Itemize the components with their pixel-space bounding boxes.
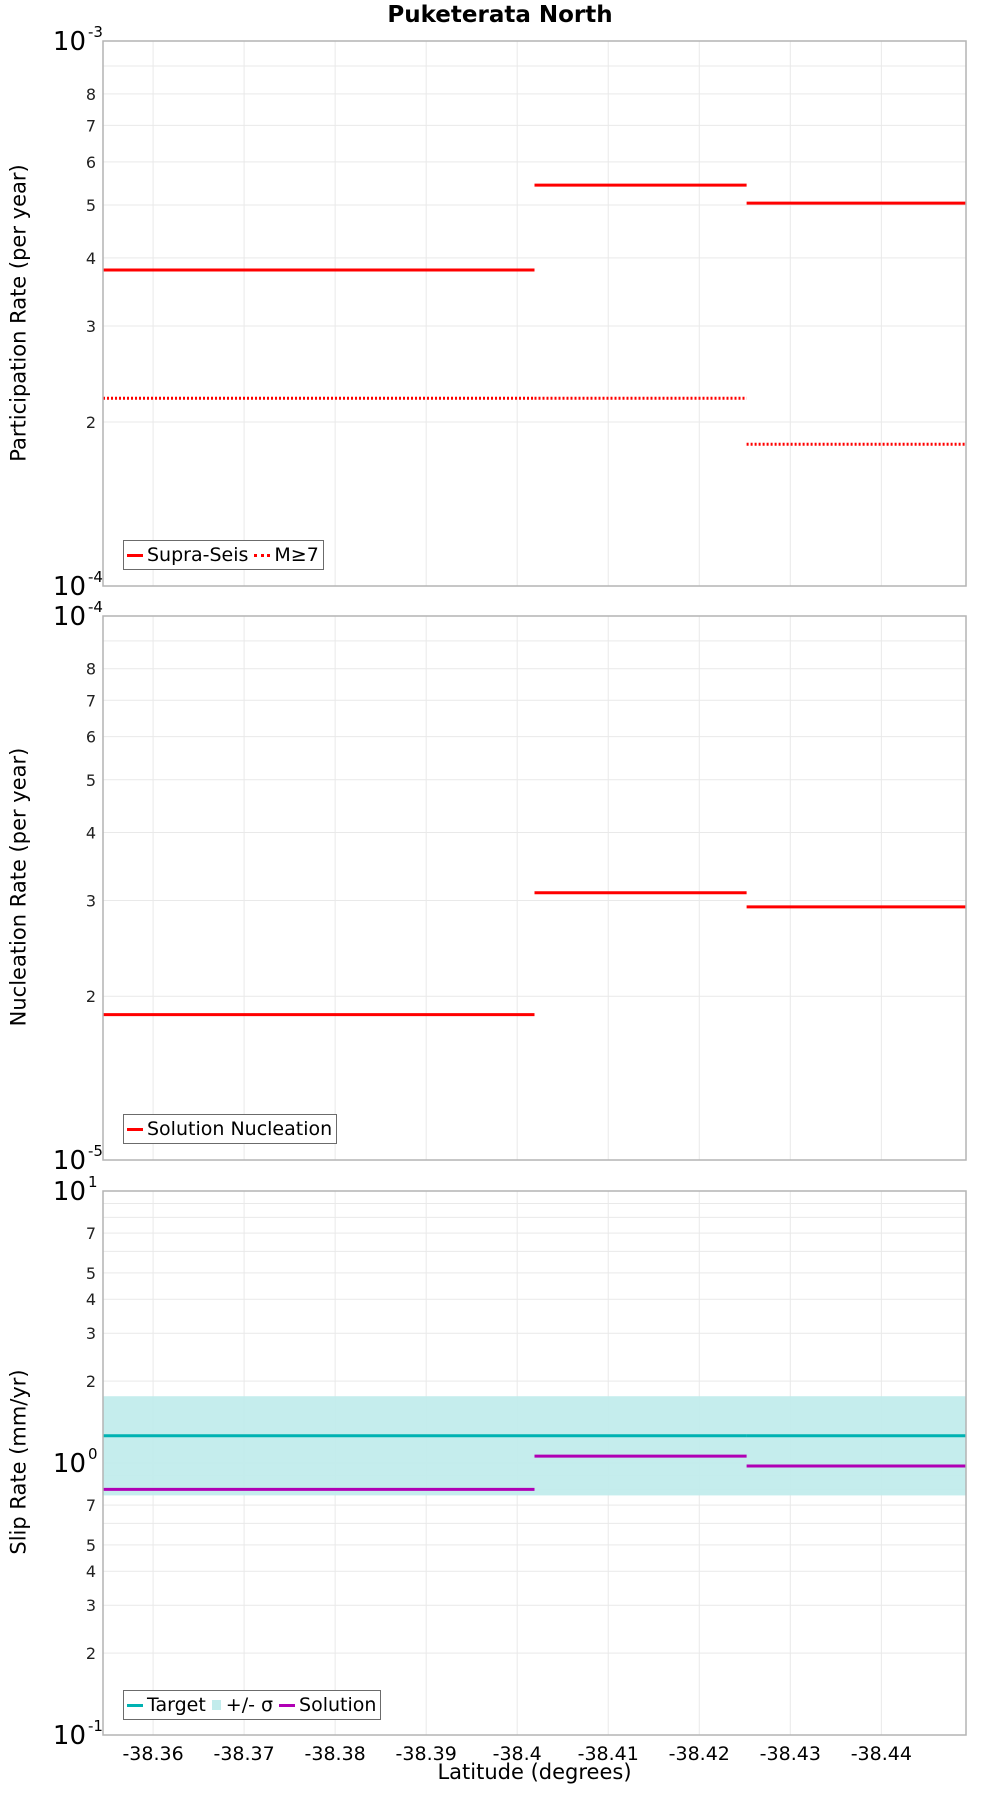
plot-frame <box>102 40 967 587</box>
plot-frame <box>102 1190 967 1736</box>
y-tick-label-minor: 7 <box>86 1224 96 1243</box>
legend-label: Supra-Seis <box>147 544 249 566</box>
y-tick-label-minor: 2 <box>86 987 96 1006</box>
solid-line-swatch-icon <box>127 1703 143 1707</box>
y-tick-label-minor: 5 <box>86 1536 96 1555</box>
sigma-band <box>103 1396 966 1496</box>
legend-label: Target <box>147 1694 206 1716</box>
x-tick-label: -38.4 <box>493 1743 542 1765</box>
y-tick-label-minor: 3 <box>86 891 96 910</box>
nucleation-legend: Solution Nucleation <box>123 1114 338 1144</box>
legend-item-solution-nucleation: Solution Nucleation <box>127 1118 332 1140</box>
y-tick-label-exponent: -4 <box>88 568 103 586</box>
y-tick-label-minor: 2 <box>86 413 96 432</box>
y-tick-label-minor: 5 <box>86 1264 96 1283</box>
y-tick-label-major: 10 <box>53 1721 86 1751</box>
x-tick-label: -38.38 <box>305 1743 366 1765</box>
y-tick-label-exponent: -1 <box>88 1717 103 1735</box>
y-tick-label-exponent: 0 <box>88 1445 98 1463</box>
legend-item-supra-seis: Supra-Seis <box>127 544 248 566</box>
legend-item-solution: Solution <box>279 1694 376 1716</box>
participation-rate-axis-label: Participation Rate (per year) <box>6 163 30 462</box>
y-tick-label-exponent: 1 <box>88 1173 98 1191</box>
legend-item-target: Target <box>127 1694 206 1716</box>
y-tick-label-minor: 2 <box>86 1372 96 1391</box>
y-tick-label-major: 10 <box>53 1177 86 1207</box>
y-tick-label-minor: 4 <box>86 1562 96 1581</box>
y-tick-label-minor: 2 <box>86 1644 96 1663</box>
legend-item-m7: M≥7 <box>254 544 319 566</box>
plot-area <box>103 41 966 586</box>
y-tick-label-major: 10 <box>53 27 86 57</box>
plot-area <box>103 616 966 1160</box>
x-tick-label: -38.36 <box>122 1743 183 1765</box>
solid-line-swatch-icon <box>279 1703 296 1707</box>
slip-rate-axis-label: Slip Rate (mm/yr) <box>6 1369 30 1555</box>
y-tick-label-minor: 6 <box>86 728 96 747</box>
x-tick-label: -38.44 <box>851 1743 912 1765</box>
x-tick-label: -38.42 <box>669 1743 730 1765</box>
y-tick-label-minor: 6 <box>86 153 96 172</box>
figure-title: Puketerata North <box>387 2 613 28</box>
dotted-line-swatch-icon <box>254 553 271 557</box>
y-tick-label-minor: 8 <box>86 85 96 104</box>
x-tick-label: -38.41 <box>578 1743 639 1765</box>
y-tick-label-major: 10 <box>53 1449 86 1479</box>
y-tick-label-minor: 4 <box>86 249 96 268</box>
y-tick-label-minor: 7 <box>86 116 96 135</box>
y-tick-label-minor: 3 <box>86 1324 96 1343</box>
y-tick-label-major: 10 <box>53 572 86 602</box>
y-tick-label-minor: 5 <box>86 771 96 790</box>
y-tick-label-exponent: -4 <box>88 598 103 616</box>
x-tick-label: -38.39 <box>396 1743 457 1765</box>
legend-label: +/- σ <box>225 1694 274 1716</box>
legend-label: Solution Nucleation <box>147 1118 333 1140</box>
legend-item-sigma-band: +/- σ <box>211 1694 274 1716</box>
y-tick-label-minor: 4 <box>86 823 96 842</box>
y-tick-label-minor: 4 <box>86 1290 96 1309</box>
x-tick-label: -38.37 <box>213 1743 274 1765</box>
nucleation-rate-axis-label: Nucleation Rate (per year) <box>6 747 30 1027</box>
slip-rate-legend: Target +/- σ Solution <box>123 1690 382 1720</box>
solid-line-swatch-icon <box>127 553 143 557</box>
y-tick-label-minor: 8 <box>86 660 96 679</box>
legend-label: Solution <box>299 1694 377 1716</box>
latitude-axis-label: Latitude (degrees) <box>437 1760 632 1784</box>
y-tick-label-minor: 3 <box>86 317 96 336</box>
y-tick-label-minor: 7 <box>86 691 96 710</box>
y-tick-label-exponent: -3 <box>88 23 103 41</box>
y-tick-label-minor: 3 <box>86 1596 96 1615</box>
y-tick-label-minor: 7 <box>86 1496 96 1515</box>
y-tick-label-minor: 5 <box>86 196 96 215</box>
plot-frame <box>102 615 967 1161</box>
participation-legend: Supra-Seis M≥7 <box>123 540 324 570</box>
y-tick-label-major: 10 <box>53 602 86 632</box>
x-tick-label: -38.43 <box>760 1743 821 1765</box>
legend-label: M≥7 <box>274 544 319 566</box>
y-tick-label-major: 10 <box>53 1146 86 1176</box>
filled-square-swatch-icon <box>211 1700 221 1710</box>
solid-line-swatch-icon <box>127 1127 143 1131</box>
y-tick-label-exponent: -5 <box>88 1142 103 1160</box>
